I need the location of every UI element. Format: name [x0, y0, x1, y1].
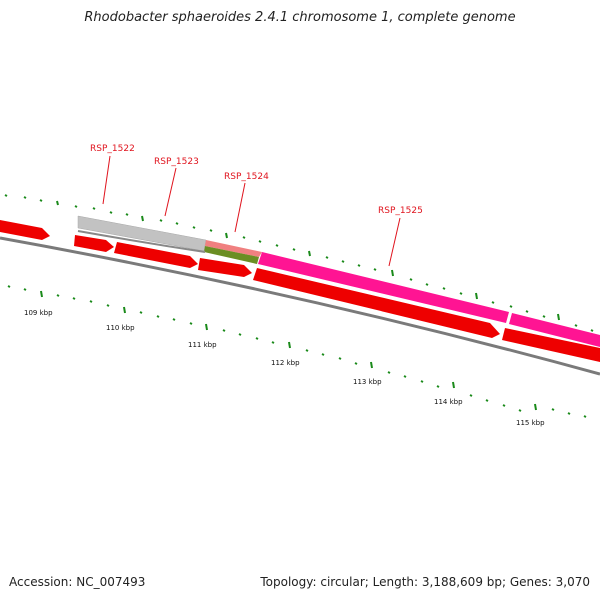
- gene-label-rsp1524[interactable]: RSP_1524: [224, 172, 269, 182]
- gene-rsp1525-a[interactable]: [258, 252, 509, 323]
- gene-rsp1524[interactable]: [204, 246, 259, 264]
- map-title: Rhodobacter sphaeroides 2.4.1 chromosome…: [84, 10, 516, 25]
- gene-track: [77, 215, 600, 347]
- kbp-label: 112 kbp: [271, 359, 300, 367]
- gene-label-rsp1522[interactable]: RSP_1522: [90, 144, 135, 154]
- accession-text: Accession: NC_007493: [9, 575, 146, 589]
- kbp-label: 115 kbp: [516, 419, 545, 427]
- backbone-segment: [77, 230, 206, 253]
- cds-feature[interactable]: [0, 220, 50, 240]
- cds-track: [0, 220, 600, 362]
- gene-label-rsp1523[interactable]: RSP_1523: [154, 157, 199, 167]
- gene-rsp1525-b[interactable]: [509, 313, 600, 347]
- cds-feature[interactable]: [253, 268, 500, 338]
- gene-label-rsp1525[interactable]: RSP_1525: [378, 206, 423, 216]
- kbp-label: 113 kbp: [353, 378, 382, 386]
- cds-feature[interactable]: [502, 328, 600, 362]
- kbp-label: 114 kbp: [434, 398, 463, 406]
- kbp-label: 110 kbp: [106, 324, 135, 332]
- kbp-label: 109 kbp: [24, 309, 53, 317]
- cds-feature[interactable]: [198, 258, 252, 277]
- genome-summary: Topology: circular; Length: 3,188,609 bp…: [260, 575, 590, 589]
- cds-feature[interactable]: [74, 235, 114, 252]
- kbp-label: 111 kbp: [188, 341, 217, 349]
- inner-tick-ring: [7, 285, 587, 418]
- outer-tick-ring: [4, 194, 594, 332]
- chromosome-backbone: [0, 236, 600, 376]
- gene-rsp1523[interactable]: [205, 240, 262, 257]
- cds-feature[interactable]: [114, 242, 198, 268]
- gene-leader-lines: [102, 155, 401, 267]
